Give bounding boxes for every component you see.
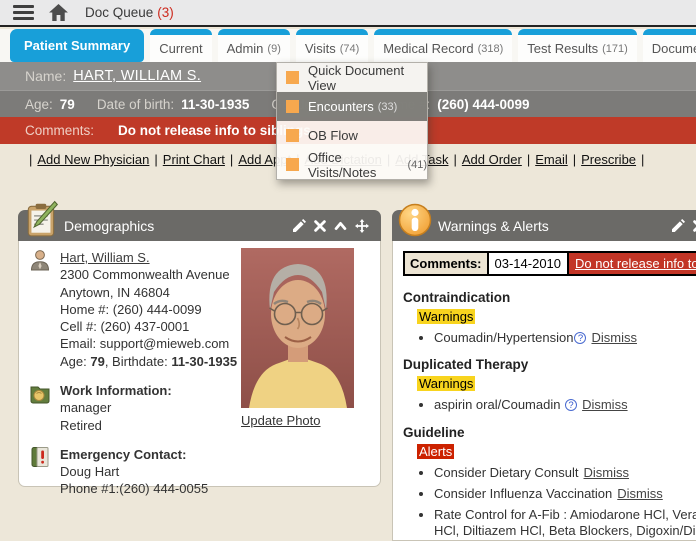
- section-heading-guideline: Guideline: [403, 424, 465, 440]
- orange-square-icon: [286, 71, 299, 84]
- demographics-header: Demographics: [18, 200, 381, 241]
- dismiss-link[interactable]: Dismiss: [583, 464, 630, 480]
- doc-queue-count: (3): [157, 5, 174, 20]
- section-heading-duplicated-therapy: Duplicated Therapy: [403, 357, 529, 373]
- alerts-badge: Alerts: [417, 443, 455, 459]
- orange-square-icon: [286, 100, 299, 113]
- patient-photo: [241, 248, 354, 408]
- emergency-contact-name: Doug Hart: [60, 464, 120, 480]
- list-item: aspirin oral/Coumadin ?Dismiss: [434, 397, 696, 413]
- home-icon[interactable]: [49, 4, 68, 21]
- tab-current[interactable]: Current: [150, 29, 212, 62]
- menu-item-office-visits-notes[interactable]: Office Visits/Notes (41): [277, 150, 427, 180]
- info-icon: [397, 202, 433, 241]
- warnings-comments-label: Comments:: [405, 253, 489, 274]
- warnings-alerts-panel: Warnings & Alerts Comments: 03-14-2010 D…: [392, 203, 696, 541]
- comments-label: Comments:: [25, 123, 95, 138]
- address-line2: Anytown, IN 46804: [60, 284, 170, 300]
- warnings-title: Warnings & Alerts: [438, 217, 549, 234]
- menu-item-encounters[interactable]: Encounters (33): [277, 92, 427, 121]
- patient-detail-name-link[interactable]: Hart, William S.: [60, 250, 150, 265]
- warnings-comments-text: Do not release info to siblings.: [569, 253, 696, 274]
- tab-admin[interactable]: Admin (9): [217, 29, 291, 62]
- warnings-tools: [672, 210, 696, 241]
- warnings-badge: Warnings: [417, 309, 476, 324]
- demographics-panel: Demographics Hart, William S. 2300 Commo…: [18, 200, 381, 496]
- tab-test-results[interactable]: Test Results (171): [518, 29, 637, 62]
- clipboard-icon: [23, 200, 61, 241]
- edit-icon[interactable]: [293, 219, 306, 232]
- list-item: Coumadin/Hypertension?Dismiss: [434, 330, 696, 346]
- update-photo-link[interactable]: Update Photo: [241, 413, 321, 428]
- age-value: 79: [59, 96, 75, 112]
- duplicated-therapy-list: aspirin oral/Coumadin ?Dismiss: [403, 397, 696, 413]
- orange-square-icon: [286, 158, 299, 171]
- dismiss-link[interactable]: Dismiss: [617, 485, 663, 501]
- add-new-physician-link[interactable]: Add New Physician: [37, 152, 150, 167]
- help-icon[interactable]: ?: [574, 332, 587, 344]
- emergency-contact-icon: [29, 446, 51, 498]
- menu-item-ob-flow[interactable]: OB Flow: [277, 121, 427, 150]
- emergency-contact-phone: Phone #1:(260) 444-0055: [60, 481, 209, 497]
- demographics-title: Demographics: [64, 217, 155, 234]
- contraindication-list: Coumadin/Hypertension?Dismiss: [403, 330, 696, 346]
- dismiss-link[interactable]: Dismiss: [591, 330, 637, 345]
- help-icon[interactable]: ?: [565, 399, 578, 412]
- contact-info-row: Hart, William S. 2300 Commonwealth Avenu…: [29, 249, 370, 370]
- warnings-body: Comments: 03-14-2010 Do not release info…: [392, 241, 696, 541]
- orange-square-icon: [286, 129, 299, 142]
- work-info-row: Work Information: manager Retired: [29, 382, 370, 434]
- warnings-badge: Warnings: [417, 376, 476, 392]
- cell-phone-line: Cell #: (260) 437-0001: [60, 319, 190, 335]
- move-icon[interactable]: [355, 218, 369, 233]
- work-status: Retired: [60, 417, 102, 433]
- dob-label: Date of birth:: [96, 96, 175, 112]
- demographics-body: Hart, William S. 2300 Commonwealth Avenu…: [18, 241, 381, 496]
- comments-value: Do not release info to siblings.: [118, 123, 315, 138]
- warnings-comments-row: Comments: 03-14-2010 Do not release info…: [403, 251, 696, 276]
- print-chart-link[interactable]: Print Chart: [162, 152, 225, 167]
- add-order-link[interactable]: Add Order: [461, 152, 522, 167]
- work-folder-icon: [29, 382, 51, 434]
- tab-bar: Patient Summary Current Admin (9) Visits(…: [0, 29, 696, 62]
- email-line: Email: support@mieweb.com: [60, 336, 230, 352]
- age-birthdate-line: Age: 79, Birthdate: 11-30-1935: [60, 353, 238, 369]
- close-icon[interactable]: [314, 219, 326, 232]
- section-heading-contraindication: Contraindication: [403, 290, 511, 305]
- collapse-icon[interactable]: [334, 220, 347, 232]
- email-link[interactable]: Email: [535, 152, 568, 167]
- home-phone-line: Home #: (260) 444-0099: [60, 301, 202, 317]
- warnings-header: Warnings & Alerts: [392, 203, 696, 241]
- tab-visits[interactable]: Visits (74): [295, 29, 369, 62]
- hamburger-menu-icon[interactable]: [13, 5, 34, 20]
- edit-icon[interactable]: [672, 219, 685, 232]
- doc-queue-link[interactable]: Doc Queue: [85, 5, 154, 20]
- tab-medical-record[interactable]: Medical Record (318): [374, 29, 513, 62]
- emergency-contact-title: Emergency Contact:: [60, 446, 187, 462]
- visits-dropdown-menu: Quick Document View Encounters (33) OB F…: [276, 62, 428, 180]
- demographics-tools: [293, 210, 369, 241]
- top-bar: Doc Queue (3): [0, 0, 696, 27]
- tab-patient-summary[interactable]: Patient Summary: [10, 29, 145, 62]
- dismiss-link[interactable]: Dismiss: [582, 397, 628, 413]
- menu-item-quick-document-view[interactable]: Quick Document View: [277, 63, 427, 93]
- work-role: manager: [60, 400, 112, 416]
- address-line1: 2300 Commonwealth Avenue: [60, 267, 230, 283]
- tab-document-summary[interactable]: Document Summary: [642, 29, 696, 62]
- patient-name-link[interactable]: HART, WILLIAM S.: [73, 68, 202, 84]
- age-label: Age:: [25, 96, 53, 112]
- name-label: Name:: [25, 68, 67, 84]
- home-phone-value: (260) 444-0099: [437, 96, 530, 112]
- prescribe-link[interactable]: Prescribe: [581, 152, 637, 167]
- patient-details-bar: Age: 79 Date of birth: 11-30-1935 Gender…: [0, 90, 696, 117]
- work-info-title: Work Information:: [60, 382, 172, 398]
- emergency-contact-row: Emergency Contact: Doug Hart Phone #1:(2…: [29, 446, 370, 498]
- warnings-comments-date: 03-14-2010: [488, 253, 570, 274]
- list-item: Rate Control for A-Fib : Amiodarone HCl,…: [434, 507, 696, 540]
- person-icon: [29, 249, 51, 370]
- dob-value: 11-30-1935: [181, 96, 250, 112]
